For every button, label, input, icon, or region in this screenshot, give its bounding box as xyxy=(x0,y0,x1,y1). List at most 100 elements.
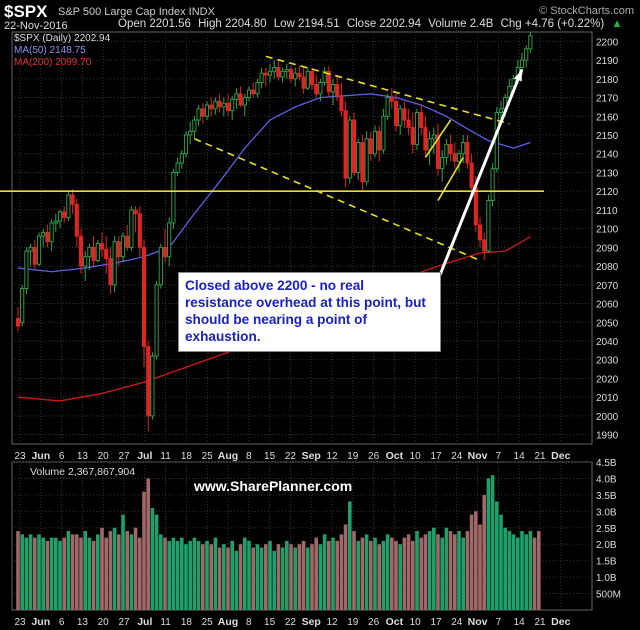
date-tick-label: 21 xyxy=(534,451,546,462)
candle-body xyxy=(482,239,487,252)
candle-body xyxy=(28,246,33,252)
volume-bar xyxy=(524,534,528,610)
date-tick-label: 20 xyxy=(98,451,110,462)
candle-body xyxy=(196,108,201,121)
candle-body xyxy=(406,119,411,128)
candle-body xyxy=(154,284,159,357)
candle-body xyxy=(137,213,142,248)
volume-bar xyxy=(41,537,45,610)
volume-tick-label: 3.5B xyxy=(596,491,617,502)
volume-bar xyxy=(230,540,234,610)
volume-bar xyxy=(243,537,247,610)
candle-body xyxy=(267,70,273,76)
candle-body xyxy=(288,69,294,80)
candle-body xyxy=(318,82,323,95)
volume-bar xyxy=(306,547,310,610)
volume-bar xyxy=(112,527,117,610)
volume-bar xyxy=(276,544,281,610)
volume-bar xyxy=(83,531,87,610)
candle-body xyxy=(192,119,197,132)
low-value: Low 2194.51 xyxy=(273,18,340,30)
date-tick-label: 22 xyxy=(285,451,297,462)
volume-tick-label: 1.0B xyxy=(596,573,617,584)
date-tick-label: 12 xyxy=(326,451,338,462)
volume-bar xyxy=(129,534,134,610)
volume-bars xyxy=(16,475,541,610)
volume-bar xyxy=(301,540,306,610)
volume-bar xyxy=(104,537,108,610)
price-tick-label: 2090 xyxy=(596,243,619,254)
price-tick-label: 1990 xyxy=(596,431,619,442)
volume-bar xyxy=(369,540,373,610)
candle-body xyxy=(465,142,470,164)
volume-bar xyxy=(423,534,428,610)
volume-bar xyxy=(142,491,146,610)
volume-bar xyxy=(163,537,167,610)
volume-bar xyxy=(465,531,470,610)
volume-bar xyxy=(20,534,24,610)
candle-body xyxy=(519,59,525,69)
volume-bar xyxy=(293,547,297,610)
candle-body xyxy=(276,67,281,78)
volume-bar xyxy=(348,501,352,610)
candle-body xyxy=(95,243,100,261)
volume-date-tick-label: Aug xyxy=(218,616,238,628)
volume-date-tick-label: 23 xyxy=(14,617,26,628)
candle-body xyxy=(293,72,298,80)
volume-bar xyxy=(289,544,293,610)
open-value: Open 2201.56 xyxy=(118,18,191,30)
volume-bar xyxy=(377,544,381,610)
candle-body xyxy=(486,200,491,252)
candle-body xyxy=(419,112,424,128)
date-tick-label: Jul xyxy=(137,450,152,462)
candle-body xyxy=(104,248,109,260)
volume-bar xyxy=(201,544,205,610)
volume-bar xyxy=(390,537,394,610)
volume-date-tick-label: 6 xyxy=(59,617,65,628)
volume-bar xyxy=(469,514,474,610)
volume-bar xyxy=(150,508,155,610)
candle-body xyxy=(339,95,344,112)
volume-bar xyxy=(213,537,218,610)
volume-bar xyxy=(100,527,104,610)
volume-bar xyxy=(175,540,180,610)
price-tick-label: 2060 xyxy=(596,300,619,311)
volume-bar xyxy=(138,537,142,610)
volume-bar xyxy=(234,550,239,610)
date-tick-label: 24 xyxy=(451,451,463,462)
volume-tick-label: 4.0B xyxy=(596,474,617,485)
volume-bar xyxy=(255,544,260,610)
volume-bar xyxy=(322,534,327,610)
volume-bar xyxy=(398,544,402,610)
volume-bar xyxy=(62,537,66,610)
candle-body xyxy=(326,70,331,93)
volume-bar xyxy=(121,514,125,610)
quote-line: Open 2201.56 High 2204.80 Low 2194.51 Cl… xyxy=(118,18,627,30)
volume-bar xyxy=(54,537,58,610)
candle-body xyxy=(87,246,92,258)
candle-body xyxy=(461,142,466,155)
volume-bar xyxy=(360,537,365,610)
date-tick-label: 10 xyxy=(410,451,422,462)
volume-bar xyxy=(87,537,92,610)
volume-bar xyxy=(419,537,423,610)
volume-bar xyxy=(457,531,461,610)
price-panel-frame xyxy=(11,31,593,445)
candle-body xyxy=(242,97,247,106)
symbol-title: $SPX xyxy=(4,2,48,21)
volume-axis-labels: 500M 1.0B 1.5B 2.0B 2.5B 3.0B 3.5B 4.0B 4.5B xyxy=(596,458,621,601)
volume-bar xyxy=(537,531,541,610)
date-tick-label: 17 xyxy=(430,451,442,462)
volume-bar xyxy=(117,534,121,610)
change-value: Chg +4.76 (+0.22%) xyxy=(500,18,605,30)
price-tick-label: 2100 xyxy=(596,225,619,236)
date-tick-label: 11 xyxy=(160,451,171,462)
volume-bar xyxy=(335,540,339,610)
price-tick-label: 2150 xyxy=(596,131,619,142)
volume-date-tick-label: 21 xyxy=(534,617,546,628)
price-tick-label: 2140 xyxy=(596,150,619,161)
candle-body xyxy=(78,235,84,267)
candle-body xyxy=(200,108,205,117)
watermark: www.SharePlanner.com xyxy=(194,478,353,494)
